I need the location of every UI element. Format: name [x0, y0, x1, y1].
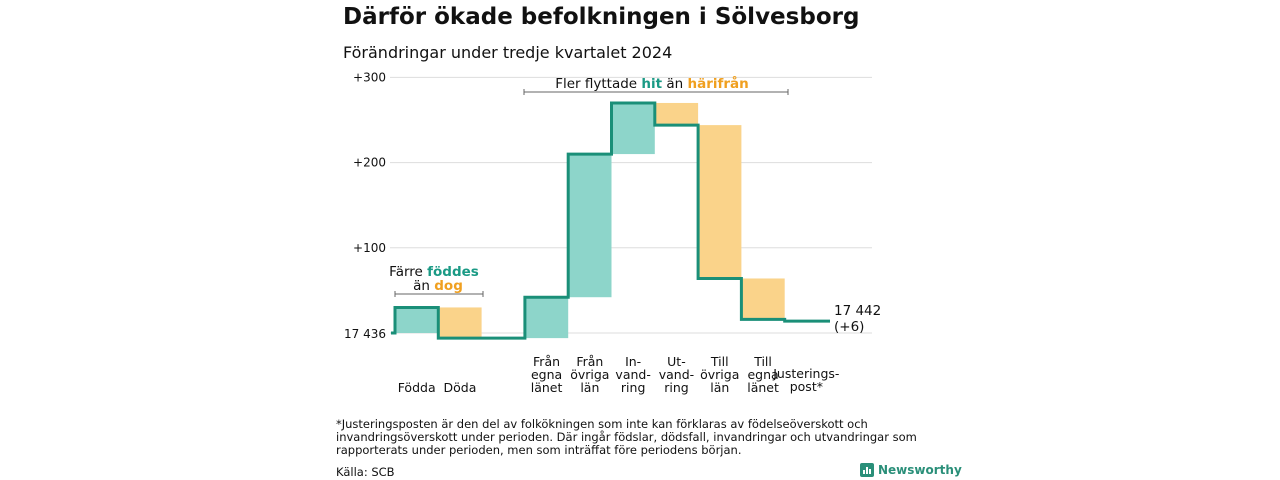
bar-decrease [438, 307, 482, 339]
end-value-labels: 17 442(+6) [834, 303, 881, 335]
x-tick-label: Till [753, 354, 772, 369]
y-tick-label: +300 [353, 70, 386, 84]
x-tick-label: egna [531, 367, 562, 382]
x-tick-label: ring [621, 380, 645, 395]
x-tick-label: övriga [570, 367, 609, 382]
bar-decrease [654, 102, 699, 126]
births-deaths-annotation-line2: än dog [413, 278, 463, 294]
x-axis-labels: Födda DödaFrånegnalänetFrånövrigalänIn-va… [398, 354, 840, 395]
x-tick-label: egna [747, 367, 778, 382]
annotation-text-part: härifrån [688, 75, 749, 92]
x-tick-label: Från [533, 354, 560, 369]
newsworthy-logo: Newsworthy [860, 463, 962, 477]
annotation-text-part: Färre [389, 264, 427, 280]
x-tick-label: länet [747, 380, 779, 395]
x-tick-label: Justerings- [772, 366, 839, 381]
x-tick-label: vand- [659, 367, 694, 382]
bar-decrease [741, 278, 785, 320]
x-tick-label: län [710, 380, 729, 395]
x-tick-label: Från [576, 354, 603, 369]
y-axis-ticks: +300 +200 +100 17 436 [344, 70, 386, 341]
source-label: Källa: SCB [336, 465, 395, 479]
end-change-label: (+6) [834, 319, 864, 335]
chart-title: Därför ökade befolkningen i Sölvesborg [343, 4, 860, 30]
x-tick-label: In- [625, 354, 641, 369]
x-tick-label: vand- [615, 367, 650, 382]
x-tick-label: Döda [444, 380, 477, 395]
x-tick-label: Till [710, 354, 729, 369]
x-tick-label: länet [531, 380, 563, 395]
chart-subtitle: Förändringar under tredje kvartalet 2024 [343, 43, 673, 62]
x-tick-label: län [580, 380, 599, 395]
annotation-text-part: dog [434, 278, 463, 294]
cumulative-step-line [391, 101, 830, 340]
births-deaths-annotation: Färre föddes [389, 264, 479, 280]
annotation-text-part: än [413, 278, 434, 294]
bar-increase [568, 154, 612, 298]
annotation-text-part: än [662, 76, 687, 92]
annotation-text-part: hit [641, 76, 662, 92]
y-tick-label: +200 [353, 156, 386, 170]
newsworthy-chart-icon [860, 463, 874, 477]
chart-bars [395, 102, 785, 339]
x-tick-label: post* [790, 379, 823, 394]
bar-decrease [698, 125, 742, 279]
annotation-text-part: Fler flyttade [555, 76, 641, 92]
bar-increase [395, 307, 439, 333]
y-tick-label: +100 [353, 241, 386, 255]
migration-annotation: Fler flyttade hit än härifrån [555, 75, 749, 92]
x-tick-label: övriga [700, 367, 739, 382]
end-value-label: 17 442 [834, 303, 881, 319]
baseline-label: 17 436 [344, 327, 386, 341]
bar-increase [611, 102, 655, 155]
footnote: *Justeringsposten är den del av folkökni… [336, 417, 917, 457]
annotation-text-part: föddes [427, 264, 479, 280]
x-tick-label: Ut- [667, 354, 686, 369]
bar-increase [524, 297, 569, 339]
logo-text: Newsworthy [878, 463, 962, 477]
x-tick-label: Födda [398, 380, 436, 395]
x-tick-label: ring [664, 380, 688, 395]
